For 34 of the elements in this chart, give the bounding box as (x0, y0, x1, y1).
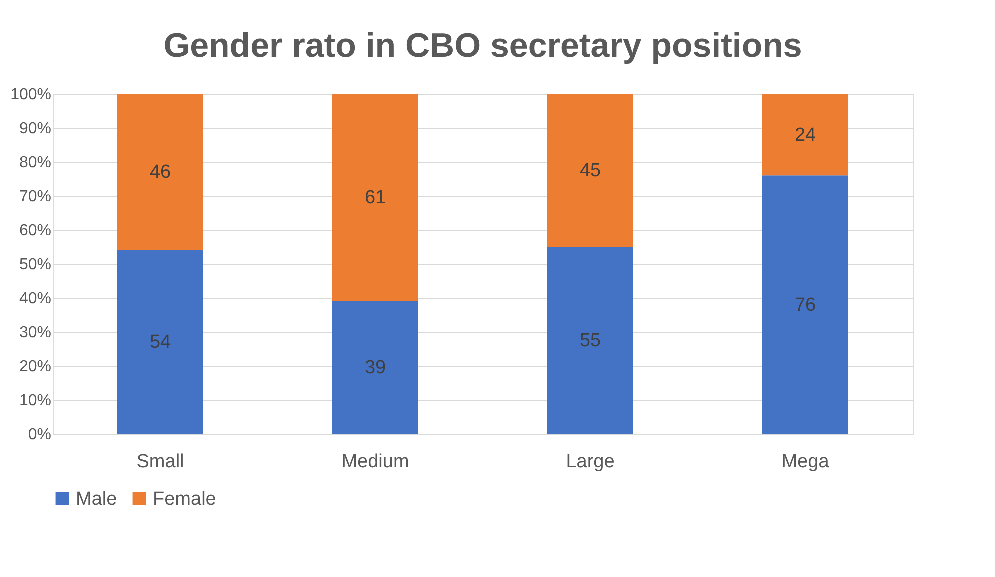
y-tick-label: 10% (19, 392, 52, 410)
y-tick-label: 90% (19, 120, 52, 138)
data-label: 54 (150, 332, 172, 354)
data-label: 46 (150, 162, 172, 184)
y-tick-label: 20% (19, 358, 52, 376)
y-tick-label: 40% (19, 290, 52, 308)
data-label: 24 (794, 124, 816, 146)
bar (118, 250, 204, 434)
data-label: 39 (364, 358, 386, 379)
x-tick-label: Small (136, 452, 184, 472)
y-tick-label: 100% (10, 86, 52, 104)
data-label: 45 (580, 160, 602, 182)
y-tick-label: 70% (19, 188, 52, 206)
y-tick-label: 80% (19, 154, 52, 172)
bar (548, 247, 634, 434)
y-tick-label: 30% (19, 324, 52, 342)
x-tick-label: Medium (342, 452, 410, 472)
data-label: 61 (364, 188, 386, 209)
bar (548, 94, 634, 247)
y-tick-label: 60% (19, 222, 52, 240)
y-tick-label: 50% (19, 256, 52, 274)
data-label: 76 (794, 294, 816, 316)
bar (762, 94, 848, 176)
bar (118, 94, 204, 250)
chart-title: Gender rato in CBO secretary positions (164, 27, 802, 65)
bar (762, 176, 848, 434)
data-label: 55 (580, 330, 602, 352)
bar (332, 94, 418, 302)
legend-label: Male (76, 488, 118, 510)
x-tick-label: Large (566, 452, 615, 472)
bar (332, 301, 418, 434)
legend-label: Female (153, 488, 216, 510)
x-tick-label: Mega (782, 452, 830, 472)
y-tick-label: 0% (28, 426, 52, 444)
